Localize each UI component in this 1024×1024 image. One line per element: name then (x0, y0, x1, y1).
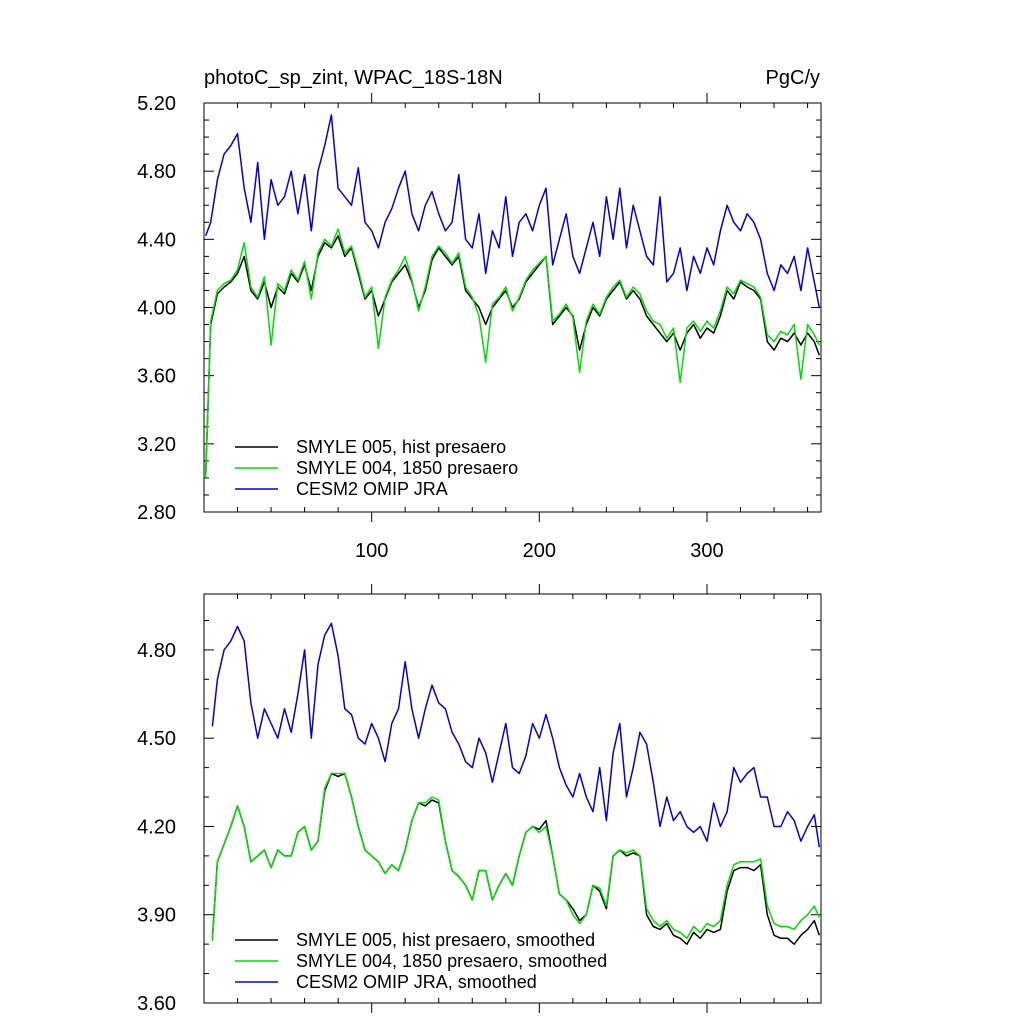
y-tick-label: 4.80 (137, 640, 176, 662)
legend-label-2: SMYLE 004, 1850 presaero (296, 458, 518, 478)
bottom-plot-frame (203, 593, 822, 1004)
legend-label-3: CESM2 OMIP JRA, smoothed (296, 972, 537, 992)
bottom-legend: SMYLE 005, hist presaero, smoothedSMYLE … (235, 930, 607, 992)
y-tick-label: 5.20 (137, 93, 176, 115)
bottom-series-group (211, 622, 821, 945)
series-line-2 (211, 772, 820, 942)
y-tick-label: 4.50 (137, 728, 176, 750)
y-tick-label: 3.20 (137, 434, 176, 456)
y-tick-label: 2.80 (137, 502, 176, 524)
y-tick-label: 4.20 (137, 816, 176, 838)
bottom-panel: 3.60 3.90 4.20 4.50 4.80 SMYLE 005, hist pre… (137, 584, 822, 1015)
bottom-axis-ticks (204, 584, 821, 1013)
legend-label-1: SMYLE 005, hist presaero, smoothed (296, 930, 595, 950)
legend-label-1: SMYLE 005, hist presaero (296, 437, 506, 457)
bottom-y-tick-labels: 3.60 3.90 4.20 4.50 4.80 (137, 640, 176, 1015)
top-title-right: PgC/y (766, 67, 820, 89)
y-tick-label: 3.90 (137, 905, 176, 927)
legend-label-2: SMYLE 004, 1850 presaero, smoothed (296, 951, 607, 971)
y-tick-label: 3.60 (137, 993, 176, 1015)
y-tick-label: 4.40 (137, 229, 176, 251)
series-line-3 (204, 114, 821, 308)
x-tick-label: 300 (690, 540, 723, 562)
top-x-tick-labels: 100 200 300 (355, 540, 724, 562)
top-series-group (204, 114, 821, 478)
legend-label-3: CESM2 OMIP JRA (296, 479, 448, 499)
y-tick-label: 3.60 (137, 366, 176, 388)
top-panel: photoC_sp_zint, WPAC_18S-18N PgC/y 2.80 3… (137, 67, 822, 562)
top-y-tick-labels: 2.80 3.20 3.60 4.00 4.40 4.80 5.20 (137, 93, 176, 524)
y-tick-label: 4.80 (137, 161, 176, 183)
top-title-left: photoC_sp_zint, WPAC_18S-18N (204, 67, 503, 89)
series-line-2 (204, 228, 820, 478)
top-axis-ticks (204, 93, 821, 522)
x-tick-label: 200 (523, 540, 556, 562)
x-tick-label: 100 (355, 540, 388, 562)
series-line-3 (211, 622, 821, 848)
y-tick-label: 4.00 (137, 298, 176, 320)
